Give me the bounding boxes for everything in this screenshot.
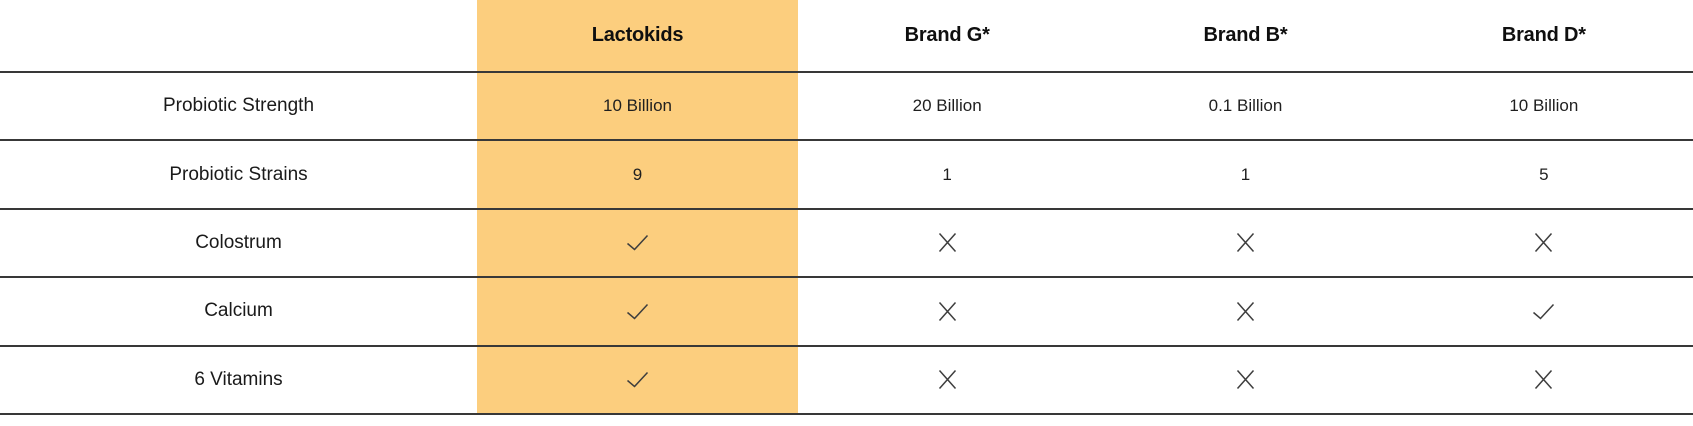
row-label-colostrum: Colostrum <box>195 231 282 253</box>
cell-6-vitamins-brand-b <box>1096 347 1394 413</box>
cell-6-vitamins-brand-d <box>1395 347 1693 413</box>
table-row-probiotic-strength: Probiotic Strength 10 Billion 20 Billion… <box>0 73 1693 142</box>
table-row-6-vitamins: 6 Vitamins <box>0 346 1693 415</box>
cell-6-vitamins-brand-g <box>798 347 1096 413</box>
row-label-calcium: Calcium <box>204 300 273 322</box>
column-header-empty <box>0 0 477 71</box>
cross-icon <box>938 370 956 390</box>
column-header-brand-d: Brand D* <box>1501 24 1586 46</box>
cell-calcium-brand-b <box>1096 278 1394 344</box>
check-icon <box>627 235 649 252</box>
cell-calcium-lactokids <box>477 278 798 345</box>
cross-icon <box>1236 233 1255 253</box>
cell-probiotic-strains-lactokids: 9 <box>477 141 798 208</box>
cell-probiotic-strains-brand-d: 5 <box>1539 164 1549 184</box>
table-header-row: Lactokids Brand G* Brand B* Brand D* <box>0 0 1693 73</box>
cell-probiotic-strength-brand-d: 10 Billion <box>1509 96 1579 116</box>
cross-icon <box>938 233 956 253</box>
column-header-brand-g: Brand G* <box>904 24 990 46</box>
cell-probiotic-strength-lactokids: 10 Billion <box>477 73 798 140</box>
cell-colostrum-lactokids <box>477 209 798 277</box>
check-icon <box>627 303 649 320</box>
cross-icon <box>1236 301 1255 321</box>
cell-probiotic-strength-brand-g: 20 Billion <box>912 96 982 116</box>
cell-colostrum-brand-d <box>1395 210 1693 276</box>
cell-calcium-brand-g <box>798 278 1096 344</box>
column-header-lactokids: Lactokids <box>477 0 798 71</box>
cross-icon <box>1236 370 1255 390</box>
cell-6-vitamins-lactokids <box>477 346 798 413</box>
cross-icon <box>1535 370 1553 390</box>
check-icon <box>627 372 649 388</box>
table-row-probiotic-strains: Probiotic Strains 9 1 1 5 <box>0 141 1693 210</box>
row-label-6-vitamins: 6 Vitamins <box>194 368 283 390</box>
cross-icon <box>938 301 956 321</box>
cell-colostrum-brand-g <box>798 210 1096 276</box>
cell-calcium-brand-d <box>1395 278 1693 344</box>
row-label-probiotic-strains: Probiotic Strains <box>169 163 308 185</box>
cell-probiotic-strength-brand-b: 0.1 Billion <box>1208 96 1283 116</box>
cell-probiotic-strains-brand-g: 1 <box>942 164 952 184</box>
table-row-colostrum: Colostrum <box>0 209 1693 279</box>
cell-probiotic-strains-brand-b: 1 <box>1240 164 1251 184</box>
table-row-calcium: Calcium <box>0 278 1693 347</box>
cross-icon <box>1535 233 1553 253</box>
check-icon <box>1533 303 1555 320</box>
cell-colostrum-brand-b <box>1096 210 1394 276</box>
column-header-brand-b: Brand B* <box>1203 24 1288 46</box>
row-label-probiotic-strength: Probiotic Strength <box>162 95 315 117</box>
